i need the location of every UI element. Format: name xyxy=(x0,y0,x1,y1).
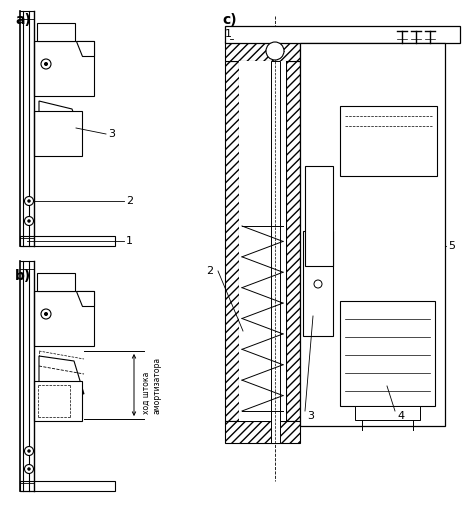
Circle shape xyxy=(28,200,30,202)
Circle shape xyxy=(45,313,47,315)
Bar xyxy=(37,23,75,41)
Circle shape xyxy=(45,63,47,65)
Polygon shape xyxy=(39,356,84,394)
Bar xyxy=(303,231,333,336)
Bar xyxy=(20,481,115,491)
Bar xyxy=(300,43,445,426)
Bar xyxy=(308,219,328,231)
Circle shape xyxy=(28,450,30,452)
Text: 3: 3 xyxy=(307,411,314,421)
Text: 3: 3 xyxy=(108,129,115,139)
Circle shape xyxy=(28,468,30,470)
Text: 2: 2 xyxy=(126,196,133,206)
Circle shape xyxy=(28,220,30,222)
Bar xyxy=(34,41,94,96)
Bar xyxy=(271,61,280,443)
Bar xyxy=(305,166,333,266)
Text: 1: 1 xyxy=(126,236,133,246)
Bar xyxy=(34,291,94,346)
Text: 1: 1 xyxy=(225,29,232,39)
Bar xyxy=(225,41,300,61)
Bar xyxy=(34,381,82,421)
Bar xyxy=(34,111,82,156)
Bar xyxy=(239,61,286,421)
Circle shape xyxy=(41,59,51,69)
Bar xyxy=(355,406,420,420)
Bar xyxy=(20,236,115,246)
Polygon shape xyxy=(39,101,82,136)
Circle shape xyxy=(24,447,33,456)
Text: 4: 4 xyxy=(397,411,404,421)
Text: ход штока
амортизатора: ход штока амортизатора xyxy=(142,356,161,414)
Text: a): a) xyxy=(15,13,31,27)
Bar xyxy=(225,61,239,421)
Bar xyxy=(225,26,460,43)
Circle shape xyxy=(24,465,33,474)
Polygon shape xyxy=(76,291,94,306)
Circle shape xyxy=(266,42,284,60)
Text: c): c) xyxy=(222,13,236,27)
Circle shape xyxy=(314,280,322,288)
Circle shape xyxy=(24,217,33,226)
Text: b): b) xyxy=(15,269,31,283)
Circle shape xyxy=(24,196,33,205)
Bar xyxy=(340,301,435,406)
Bar xyxy=(225,421,300,443)
Text: 2: 2 xyxy=(206,266,213,276)
Bar xyxy=(37,273,75,291)
Text: 5: 5 xyxy=(448,241,455,251)
Bar xyxy=(340,106,437,176)
Circle shape xyxy=(41,309,51,319)
Bar xyxy=(286,61,300,421)
Polygon shape xyxy=(76,41,94,56)
